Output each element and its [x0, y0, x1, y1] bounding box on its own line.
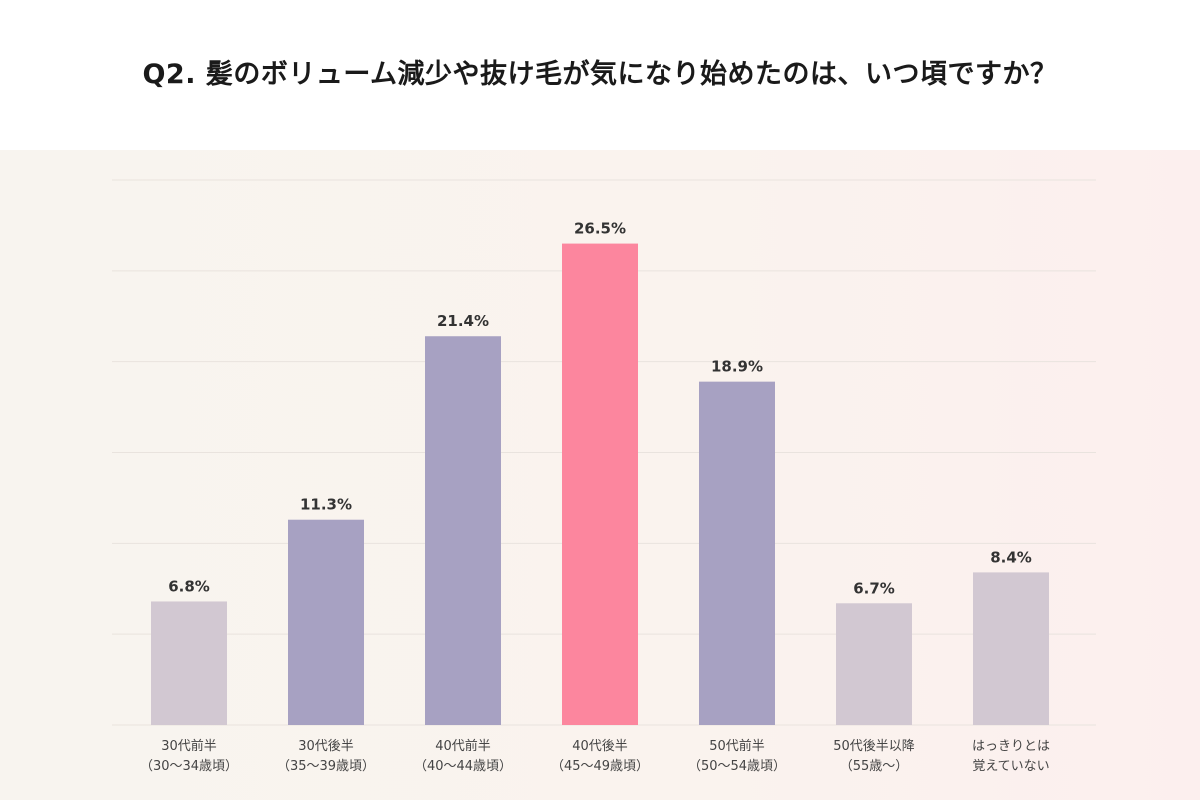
category-label: （35〜39歳頃） — [277, 759, 375, 774]
category-label: （50〜54歳頃） — [688, 759, 786, 774]
header: Q2. 髪のボリューム減少や抜け毛が気になり始めたのは、いつ頃ですか？ — [0, 0, 1200, 150]
bar-value-label: 21.4% — [437, 312, 489, 330]
category-label: 50代後半以降 — [833, 739, 915, 754]
bar-value-label: 6.7% — [853, 579, 895, 597]
category-label: 30代後半 — [298, 739, 354, 754]
category-label: 40代前半 — [435, 738, 491, 754]
category-label: （40〜44歳頃） — [414, 759, 512, 774]
bar-value-label: 11.3% — [300, 496, 352, 514]
bar-value-label: 8.4% — [990, 548, 1032, 566]
category-label: 30代前半 — [161, 738, 217, 754]
category-label: 40代後半 — [572, 739, 628, 754]
bar-value-label: 6.8% — [168, 577, 210, 595]
bar-value-label: 26.5% — [574, 220, 626, 238]
category-label: はっきりとは — [972, 739, 1050, 754]
category-label: （30〜34歳頃） — [140, 759, 238, 774]
bar — [151, 601, 227, 725]
category-label: （45〜49歳頃） — [551, 759, 649, 774]
bar — [973, 572, 1049, 725]
bar — [562, 243, 638, 726]
chart-title: Q2. 髪のボリューム減少や抜け毛が気になり始めたのは、いつ頃ですか？ — [142, 59, 1058, 90]
bar-value-label: 18.9% — [711, 358, 763, 376]
bar — [425, 336, 501, 725]
category-label: （55歳〜） — [840, 759, 909, 774]
bar — [288, 519, 364, 725]
category-label: 50代前半 — [709, 738, 765, 754]
bar — [836, 603, 912, 725]
category-label: 覚えていない — [972, 759, 1049, 774]
bar — [699, 381, 775, 725]
